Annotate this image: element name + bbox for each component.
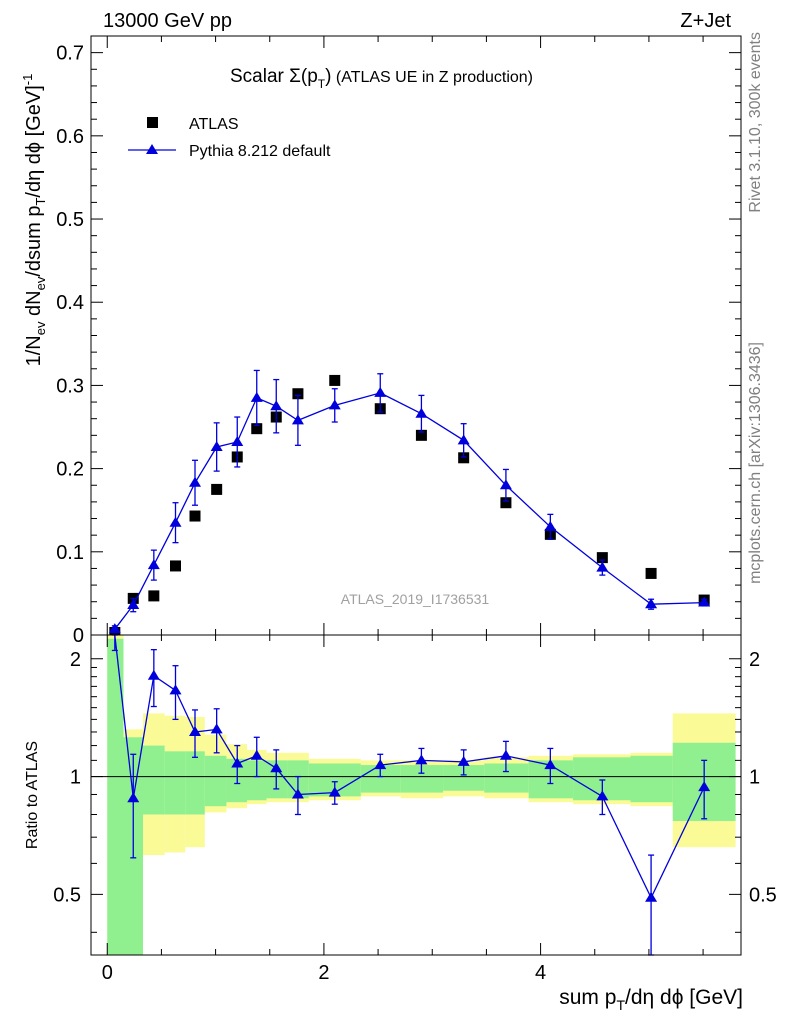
y-tick-label: 0.5: [56, 209, 84, 231]
rivet-label: Rivet 3.1.10, 300k events: [747, 32, 764, 213]
ratio-y-tick-label-right: 1: [749, 767, 760, 789]
ratio-mc-point: [189, 725, 201, 736]
atlas-data-point: [415, 429, 427, 441]
ratio-mc-point: [147, 669, 160, 680]
y-tick-label: 0.2: [56, 459, 84, 481]
mc-data-point: [210, 440, 223, 451]
legend-atlas-label: ATLAS: [189, 116, 239, 133]
legend: ATLAS Pythia 8.212 default: [128, 116, 331, 160]
ratio-mc-point: [698, 781, 711, 792]
legend-mc-marker: [146, 144, 158, 154]
y-tick-label: 0.6: [56, 126, 84, 148]
ratio-mc-point: [415, 754, 428, 765]
mc-data-point: [596, 561, 609, 572]
mc-data-point: [328, 399, 341, 410]
ratio-mc-point: [231, 757, 244, 768]
ratio-y-tick-label: 0.5: [53, 884, 81, 906]
atlas-data-point: [170, 560, 181, 572]
mc-data-point: [291, 414, 304, 425]
atlas-data-point: [645, 567, 657, 579]
main-panel: 0 0.1 0.2 0.3 0.4 0.5 0.6 0.7 Scalar Σ(pT) (ATL…: [20, 35, 742, 647]
mc-data-point: [544, 520, 557, 531]
ratio-mc-point: [596, 790, 609, 801]
ratio-mc-point: [544, 759, 557, 770]
y-tick-label: 0.1: [56, 542, 84, 564]
ratio-mc-point: [374, 759, 387, 770]
mc-data-point: [499, 479, 512, 490]
atlas-data-point: [500, 497, 512, 509]
mc-data-point: [270, 400, 283, 411]
x-tick-label: 0: [102, 962, 113, 984]
ratio-mc-point: [457, 755, 470, 766]
ratio-panel: 0.5 0.5 1 1 2 2 0 2 4 Ratio to ATLAS: [24, 634, 777, 984]
ratio-mc-point: [169, 684, 182, 695]
x-axis-label: sum pT/dη dϕ [GeV]: [559, 986, 743, 1013]
header-energy: 13000 GeV pp: [103, 10, 232, 32]
atlas-data-point: [329, 374, 341, 386]
main-y-axis-label: 1/Nev dNev/dsum pT/dη dϕ [GeV]-1: [20, 74, 48, 367]
ratio-mc-point: [270, 762, 283, 773]
mc-data-point: [250, 391, 263, 402]
mc-data-point: [415, 407, 428, 418]
mcplots-label: mcplots.cern.ch [arXiv:1306.3436]: [747, 342, 764, 584]
ratio-mc-point: [127, 792, 140, 803]
analysis-label: ATLAS_2019_I1736531: [341, 591, 490, 607]
ratio-y-tick-label: 1: [70, 767, 81, 789]
chart-title: Scalar Σ(pT) (ATLAS UE in Z production): [230, 66, 533, 91]
mc-data-point: [374, 386, 387, 397]
mc-data-point: [231, 435, 244, 446]
atlas-data-point: [211, 483, 223, 495]
atlas-data-point: [292, 388, 304, 400]
atlas-data-point: [458, 452, 470, 464]
ratio-mc-point: [499, 749, 512, 760]
ratio-y-axis-label: Ratio to ATLAS: [24, 741, 41, 849]
mc-data-point: [189, 476, 201, 487]
y-tick-label: 0.7: [56, 43, 84, 65]
mc-data-point: [645, 598, 658, 609]
uncertainty-band-inner: [630, 755, 673, 803]
mc-data-point: [127, 599, 140, 610]
atlas-data-point: [189, 510, 201, 522]
y-tick-label: 0: [73, 625, 84, 647]
ratio-frame: [90, 634, 742, 956]
atlas-data-point: [596, 552, 608, 564]
ratio-y-tick-label: 2: [70, 649, 81, 671]
mc-data-point: [457, 434, 470, 445]
ratio-mc-point: [210, 723, 223, 734]
header-process: Z+Jet: [680, 10, 731, 32]
uncertainty-band-inner: [107, 638, 124, 955]
uncertainty-band-inner: [204, 755, 227, 807]
legend-mc-label: Pythia 8.212 default: [189, 143, 331, 160]
x-tick-label: 4: [535, 962, 546, 984]
ratio-mc-point: [328, 786, 341, 797]
uncertainty-band-inner: [247, 760, 267, 801]
y-tick-label: 0.4: [56, 292, 84, 314]
atlas-data-point: [148, 590, 160, 602]
mc-data-point: [169, 516, 182, 527]
mc-data-point: [698, 596, 711, 607]
ratio-y-tick-label-right: 0.5: [749, 884, 777, 906]
legend-atlas-marker: [147, 117, 158, 128]
uncertainty-band-inner: [164, 751, 186, 815]
atlas-data-point: [251, 423, 263, 435]
mc-data-point: [147, 559, 160, 570]
uncertainty-band-inner: [185, 751, 205, 815]
mc-data-point: [108, 623, 121, 634]
ratio-mc-point: [291, 788, 304, 799]
ratio-mc-point: [250, 749, 263, 760]
x-tick-label: 2: [318, 962, 329, 984]
ratio-mc-point: [645, 891, 658, 902]
y-tick-label: 0.3: [56, 375, 84, 397]
uncertainty-band-inner: [143, 745, 165, 815]
ratio-y-tick-label-right: 2: [749, 649, 760, 671]
